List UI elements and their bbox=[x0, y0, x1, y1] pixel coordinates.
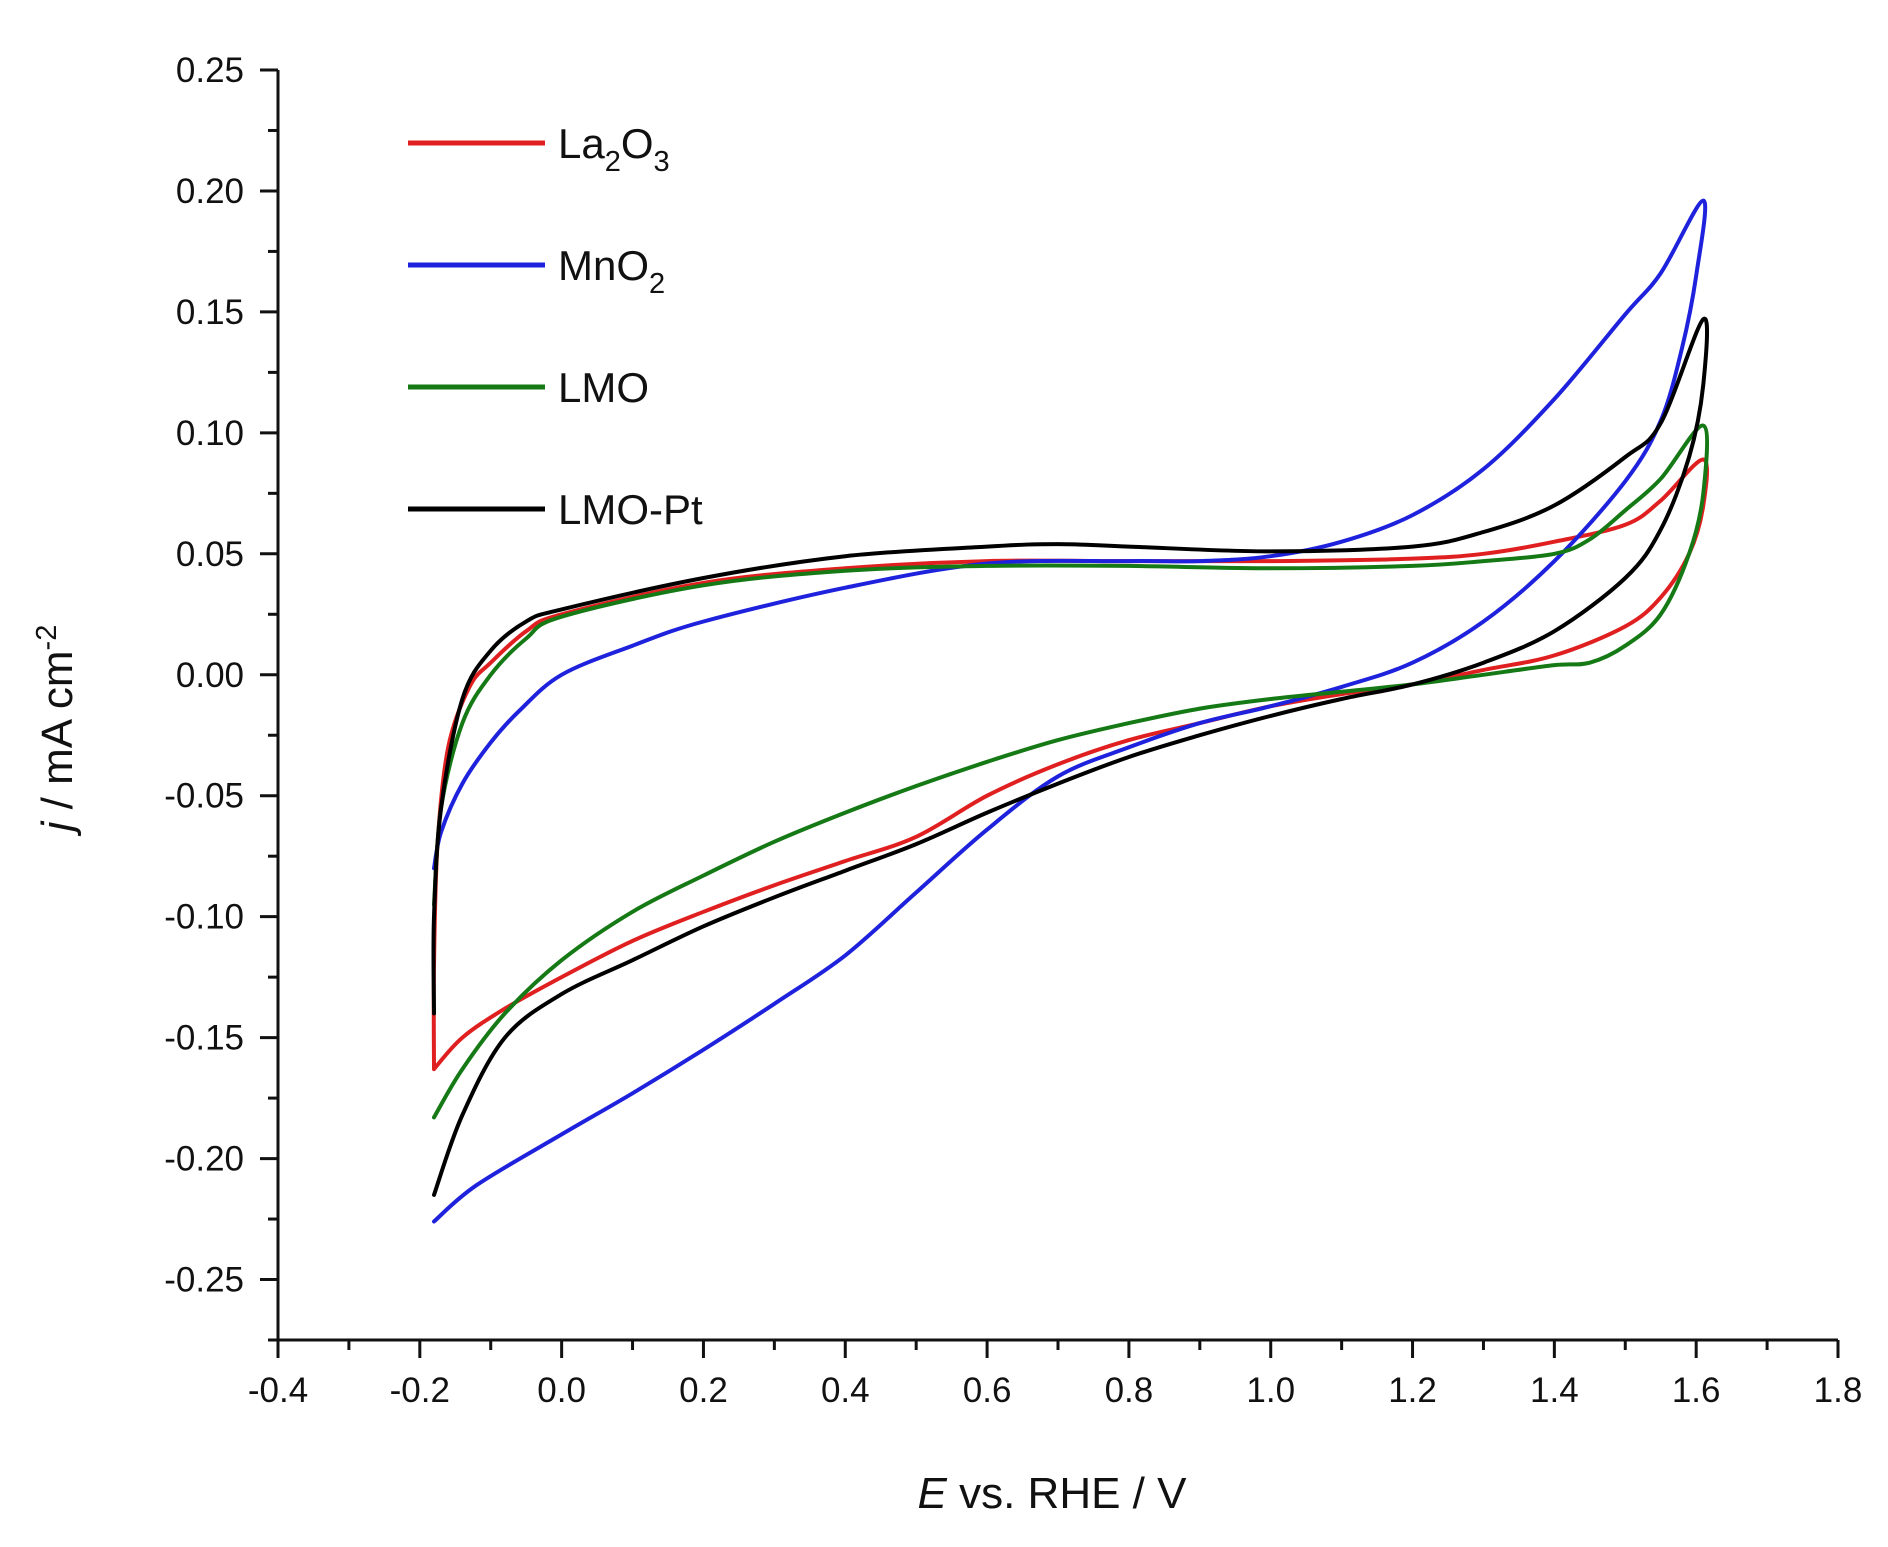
y-axis-title-rest: / mA cm bbox=[33, 650, 82, 821]
y-tick-label: -0.10 bbox=[164, 898, 244, 937]
x-tick-label: -0.4 bbox=[248, 1371, 308, 1410]
axes-layer: -0.4 -0.2 0.0 0.2 0.4 0.6 0.8 1.0 1.2 1.4 1.6 1.8 -0… bbox=[164, 51, 1862, 1410]
y-tick-label: 0.25 bbox=[176, 51, 244, 90]
series-layer bbox=[431, 198, 1710, 1224]
series-line-lmo bbox=[432, 423, 1709, 1120]
x-axis-title-rest: vs. RHE / V bbox=[947, 1469, 1187, 1518]
x-tick-label: 1.6 bbox=[1672, 1371, 1721, 1410]
legend-label-mno2: MnO2 bbox=[558, 242, 665, 300]
legend-label-la2o3: La2O3 bbox=[558, 120, 670, 178]
y-tick-label: 0.00 bbox=[176, 656, 244, 695]
x-axis-title-italic: E bbox=[918, 1469, 948, 1518]
legend-text: MnO bbox=[558, 242, 649, 289]
x-tick-label: 1.4 bbox=[1530, 1371, 1579, 1410]
y-tick-label: -0.05 bbox=[164, 777, 244, 816]
y-tick-label: 0.05 bbox=[176, 535, 244, 574]
series-line-la2o3 bbox=[431, 457, 1710, 1072]
series-line-mno2 bbox=[432, 198, 1708, 1224]
legend-text: La bbox=[558, 120, 605, 167]
legend-subscript: 2 bbox=[649, 268, 665, 300]
legend-label-lmo: LMO bbox=[558, 364, 649, 411]
y-tick-label: 0.15 bbox=[176, 293, 244, 332]
x-tick-label: 1.2 bbox=[1388, 1371, 1437, 1410]
legend-text: LMO bbox=[558, 364, 649, 411]
y-tick-label: 0.10 bbox=[176, 414, 244, 453]
x-axis-title: E vs. RHE / V bbox=[918, 1469, 1188, 1518]
y-tick-label: 0.20 bbox=[176, 172, 244, 211]
y-axis-title-italic: j bbox=[33, 820, 82, 836]
x-tick-label: 0.0 bbox=[537, 1371, 586, 1410]
legend-subscript: 3 bbox=[654, 146, 670, 178]
y-axis-title: j / mA cm-2 bbox=[31, 625, 82, 837]
y-tick-label: -0.15 bbox=[164, 1019, 244, 1058]
x-tick-label: 1.8 bbox=[1814, 1371, 1863, 1410]
x-tick-label: 0.2 bbox=[679, 1371, 728, 1410]
series-line-lmo-pt bbox=[431, 316, 1710, 1197]
x-tick-label: 0.8 bbox=[1105, 1371, 1154, 1410]
legend-text: O bbox=[621, 120, 654, 167]
x-tick-label: 0.6 bbox=[963, 1371, 1012, 1410]
legend-text: LMO-Pt bbox=[558, 486, 703, 533]
x-tick-label: 0.4 bbox=[821, 1371, 870, 1410]
legend-subscript: 2 bbox=[605, 146, 621, 178]
y-axis-title-superscript: -2 bbox=[31, 625, 63, 651]
x-tick-label: -0.2 bbox=[390, 1371, 450, 1410]
y-tick-label: -0.20 bbox=[164, 1140, 244, 1179]
legend-label-lmo-pt: LMO-Pt bbox=[558, 486, 703, 533]
y-tick-label: -0.25 bbox=[164, 1261, 244, 1300]
x-tick-label: 1.0 bbox=[1246, 1371, 1295, 1410]
